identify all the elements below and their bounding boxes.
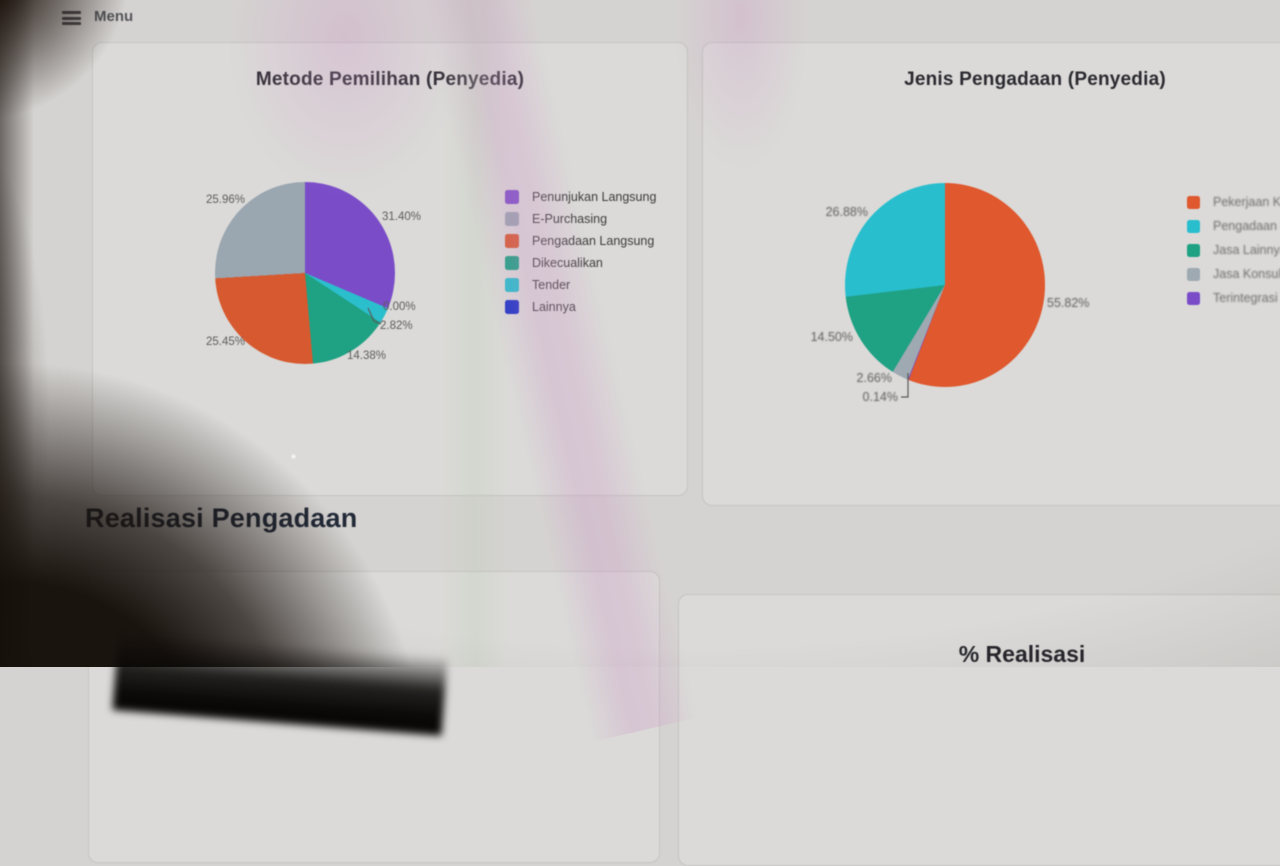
legend-swatch-penunjukan-langsung [505,190,519,204]
legend-jenis-pengadaan: Pekerjaan Konstruksi Pengadaan Barang Ja… [1187,195,1280,315]
legend-swatch-terintegrasi [1187,291,1200,305]
legend-label-jasa-lainnya: Jasa Lainnya [1213,243,1280,257]
legend-item-jasa-konsultansi[interactable]: Jasa Konsultansi [1187,267,1280,281]
pie-label-epurchasing: 25.96% [205,194,245,206]
pie-chart-jenis-pengadaan[interactable] [845,183,1045,387]
screen-glare-speck [291,454,296,459]
legend-item-tender[interactable]: Tender [505,278,656,292]
legend-label-pengadaan-langsung: Pengadaan Langsung [532,234,655,248]
legend-label-pekerjaan-konstruksi: Pekerjaan Konstruksi [1213,195,1280,209]
legend-swatch-lainnya [505,300,519,314]
pie-label-dikecualikan: 14.38% [347,350,387,362]
legend-swatch-jasa-konsultansi [1187,267,1200,281]
legend-item-pengadaan-langsung[interactable]: Pengadaan Langsung [505,234,656,248]
legend-swatch-pengadaan-barang [1187,219,1200,233]
pie-label-jasa-konsultansi: 2.66% [856,371,892,385]
legend-item-dikecualikan[interactable]: Dikecualikan [505,256,656,270]
pie-label-pengadaan-barang: 26.88% [825,205,868,219]
legend-swatch-jasa-lainnya [1187,243,1200,257]
legend-item-pekerjaan-konstruksi[interactable]: Pekerjaan Konstruksi [1187,195,1280,209]
legend-item-penunjukan-langsung[interactable]: Penunjukan Langsung [505,190,656,204]
legend-label-dikecualikan: Dikecualikan [532,256,603,270]
legend-label-tender: Tender [532,278,571,292]
pie-label-lainnya: 0.00% [383,301,416,313]
chart-title-metode-pemilihan: Metode Pemilihan (Penyedia) [255,69,525,90]
legend-label-terintegrasi: Terintegrasi [1213,291,1278,305]
legend-swatch-pengadaan-langsung [505,234,519,248]
pie-label-penunjukan-langsung: 31.40% [382,211,422,223]
legend-swatch-tender [505,278,519,292]
section-heading-realisasi-pengadaan: Realisasi Pengadaan [85,503,358,533]
menu-button[interactable]: Menu [62,8,133,25]
pie-label-terintegrasi: 0.14% [862,390,898,404]
legend-metode-pemilihan: Penunjukan Langsung E-Purchasing Pengada… [505,190,656,322]
pie-label-tender: 2.82% [380,320,413,332]
legend-item-jasa-lainnya[interactable]: Jasa Lainnya [1187,243,1280,257]
legend-label-penunjukan-langsung: Penunjukan Langsung [532,190,657,204]
legend-label-epurchasing: E-Purchasing [532,212,608,226]
chart-title-persen-realisasi: % Realisasi [958,641,1086,667]
legend-swatch-epurchasing [505,212,519,226]
legend-item-pengadaan-barang[interactable]: Pengadaan Barang [1187,219,1280,233]
menu-label: Menu [94,8,134,25]
legend-item-lainnya[interactable]: Lainnya [505,300,656,314]
legend-label-lainnya: Lainnya [532,300,576,314]
chart-title-jenis-pengadaan: Jenis Pengadaan (Penyedia) [904,69,1166,90]
dashboard-screen: Menu Metode Pemilihan (Penyedia) Jenis P… [62,8,1280,866]
legend-label-jasa-konsultansi: Jasa Konsultansi [1213,267,1280,281]
card-realisasi-right [678,594,1280,866]
legend-swatch-dikecualikan [505,256,519,270]
legend-label-pengadaan-barang: Pengadaan Barang [1213,219,1280,233]
legend-swatch-pekerjaan-konstruksi [1187,195,1200,209]
legend-item-epurchasing[interactable]: E-Purchasing [505,212,656,226]
legend-item-terintegrasi[interactable]: Terintegrasi [1187,291,1280,305]
pie-label-pekerjaan-konstruksi: 55.82% [1047,296,1090,310]
pie-label-jasa-lainnya: 14.50% [810,330,853,344]
card-realisasi-left [88,571,660,863]
pie-label-pengadaan-langsung: 25.45% [205,336,245,348]
hamburger-icon [62,11,81,25]
